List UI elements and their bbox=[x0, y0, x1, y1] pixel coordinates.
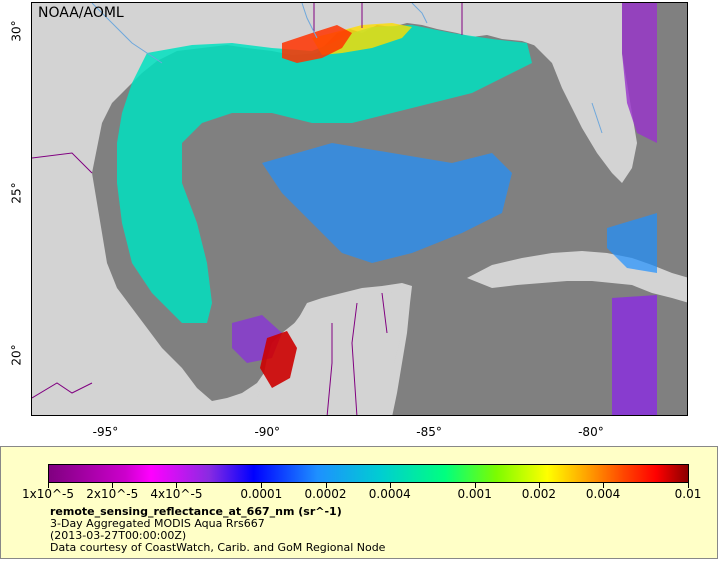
campeche-red bbox=[260, 331, 297, 388]
colorbar bbox=[48, 464, 689, 483]
border-line bbox=[32, 152, 93, 174]
legend-date: (2013-03-27T00:00:00Z) bbox=[50, 529, 187, 542]
mississippi-plume bbox=[282, 25, 352, 63]
border-line bbox=[32, 382, 93, 399]
colorbar-tick-mark bbox=[688, 483, 689, 488]
central-swath bbox=[262, 143, 512, 263]
colorbar-tick-label: 2x10^-5 bbox=[86, 487, 139, 501]
map-credit: NOAA/AOML bbox=[38, 5, 124, 21]
lon-tick-label: -85° bbox=[416, 425, 442, 439]
colorbar-tick-mark bbox=[389, 483, 391, 488]
colorbar-tick-label: 0.001 bbox=[457, 487, 492, 501]
lat-tick-label: 30° bbox=[9, 20, 24, 42]
colorbar-tick-mark bbox=[603, 483, 605, 488]
colorbar-tick-mark bbox=[176, 483, 178, 488]
border-line bbox=[381, 292, 388, 334]
colorbar-tick-mark bbox=[474, 483, 476, 488]
colorbar-tick-label: 0.0001 bbox=[240, 487, 283, 501]
colorbar-tick-label: 0.01 bbox=[674, 487, 702, 501]
lon-tick-label: -90° bbox=[254, 425, 281, 439]
colorbar-tick-mark bbox=[325, 483, 327, 488]
map-canvas bbox=[32, 3, 687, 415]
colorbar-tick-mark bbox=[538, 483, 540, 488]
colorbar-tick-label: 4x10^-5 bbox=[150, 487, 203, 501]
colorbar-tick-mark bbox=[112, 483, 114, 488]
political-borders bbox=[32, 3, 463, 415]
border-line bbox=[351, 302, 358, 415]
river-line bbox=[411, 3, 428, 24]
map-panel: NOAA/AOML bbox=[31, 2, 688, 416]
lat-tick-label: 25° bbox=[9, 182, 24, 204]
legend-product: 3-Day Aggregated MODIS Aqua Rrs667 bbox=[50, 517, 265, 530]
colorbar-tick-mark bbox=[48, 483, 49, 488]
rivers bbox=[91, 3, 603, 134]
colorbar-tick-label: 0.0004 bbox=[368, 487, 411, 501]
colorbar-tick-label: 0.002 bbox=[521, 487, 557, 501]
atlantic-swath bbox=[622, 3, 657, 143]
lon-tick-label: -95° bbox=[92, 425, 119, 439]
river-line bbox=[591, 102, 603, 134]
nw-shelf-swath bbox=[117, 25, 532, 323]
colorbar-tick-mark bbox=[261, 483, 263, 488]
river-line bbox=[301, 3, 318, 39]
legend-panel: 1x10^-5 2x10^-5 4x10^-5 0.0001 0.0002 0.0004 0… bbox=[0, 446, 718, 559]
caribbean-swath bbox=[612, 295, 657, 415]
border-line bbox=[326, 323, 333, 415]
legend-courtesy: Data courtesy of CoastWatch, Carib. and … bbox=[50, 541, 386, 554]
bahamas-swath bbox=[607, 213, 657, 273]
yucatan-land bbox=[257, 291, 404, 415]
legend-title: remote_sensing_reflectance_at_667_nm (sr… bbox=[50, 505, 342, 518]
florida-land bbox=[532, 3, 637, 183]
colorbar-tick-label: 1x10^-5 bbox=[21, 487, 75, 501]
colorbar-tick-label: 0.004 bbox=[585, 487, 621, 501]
lon-tick-label: -80° bbox=[578, 425, 604, 439]
colorbar-tick-label: 0.0002 bbox=[304, 487, 347, 501]
river-line bbox=[91, 3, 163, 64]
lat-tick-label: 20° bbox=[9, 343, 24, 366]
